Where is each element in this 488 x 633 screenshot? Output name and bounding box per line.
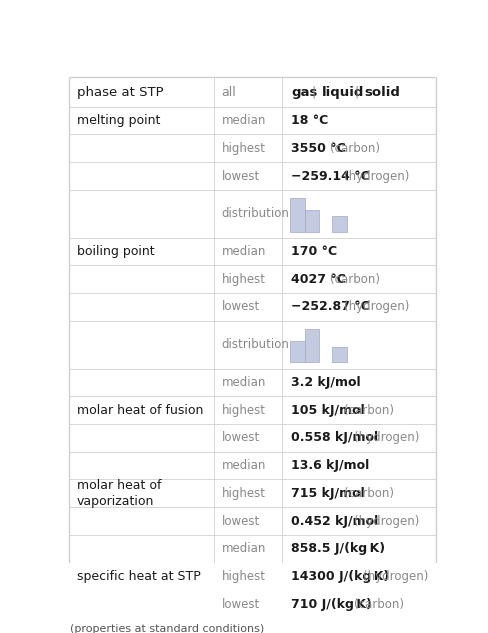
Text: vaporization: vaporization	[77, 494, 154, 508]
Text: 0.558 kJ/mol: 0.558 kJ/mol	[291, 431, 378, 444]
Text: median: median	[221, 376, 265, 389]
Text: distribution: distribution	[221, 338, 289, 351]
Text: phase at STP: phase at STP	[77, 85, 163, 99]
Text: 18 °C: 18 °C	[291, 114, 328, 127]
Text: (hydrogen): (hydrogen)	[353, 431, 418, 444]
Text: 14300 J/(kg K): 14300 J/(kg K)	[291, 570, 388, 583]
Text: lowest: lowest	[221, 301, 260, 313]
Text: lowest: lowest	[221, 431, 260, 444]
Text: molar heat of fusion: molar heat of fusion	[77, 404, 203, 417]
Text: all: all	[221, 85, 236, 99]
Text: (carbon): (carbon)	[343, 404, 393, 417]
Text: specific heat at STP: specific heat at STP	[77, 570, 200, 583]
Text: 3.2 kJ/mol: 3.2 kJ/mol	[291, 376, 360, 389]
Text: 13.6 kJ/mol: 13.6 kJ/mol	[291, 459, 369, 472]
Text: median: median	[221, 542, 265, 555]
Text: highest: highest	[221, 404, 265, 417]
Text: |: |	[311, 85, 315, 99]
Text: 4027 °C: 4027 °C	[291, 273, 346, 285]
Bar	[304, 329, 319, 363]
Text: −252.87 °C: −252.87 °C	[291, 301, 369, 313]
Text: highest: highest	[221, 273, 265, 285]
Text: distribution: distribution	[221, 207, 289, 220]
Bar	[304, 211, 319, 232]
Text: (hydrogen): (hydrogen)	[343, 301, 408, 313]
Bar	[289, 197, 304, 232]
Text: liquid: liquid	[321, 85, 363, 99]
Text: median: median	[221, 114, 265, 127]
Bar	[289, 341, 304, 363]
Text: highest: highest	[221, 142, 265, 155]
Text: (hydrogen): (hydrogen)	[363, 570, 427, 583]
Text: lowest: lowest	[221, 598, 260, 611]
Text: lowest: lowest	[221, 515, 260, 527]
Text: |: |	[353, 85, 358, 99]
Text: 0.452 kJ/mol: 0.452 kJ/mol	[291, 515, 378, 527]
Text: molar heat of: molar heat of	[77, 479, 161, 492]
Text: (carbon): (carbon)	[343, 487, 393, 500]
Bar	[332, 216, 346, 232]
Text: highest: highest	[221, 570, 265, 583]
Text: (properties at standard conditions): (properties at standard conditions)	[70, 624, 264, 633]
Bar	[332, 347, 346, 363]
Text: lowest: lowest	[221, 170, 260, 182]
Text: median: median	[221, 459, 265, 472]
Text: −259.14 °C: −259.14 °C	[291, 170, 369, 182]
Text: (hydrogen): (hydrogen)	[353, 515, 418, 527]
Text: (hydrogen): (hydrogen)	[343, 170, 408, 182]
Text: (carbon): (carbon)	[353, 598, 403, 611]
Text: gas: gas	[291, 85, 317, 99]
Text: melting point: melting point	[77, 114, 160, 127]
Text: 105 kJ/mol: 105 kJ/mol	[291, 404, 364, 417]
Text: boiling point: boiling point	[77, 245, 154, 258]
Text: median: median	[221, 245, 265, 258]
Text: solid: solid	[364, 85, 399, 99]
Text: 3550 °C: 3550 °C	[291, 142, 346, 155]
Text: 170 °C: 170 °C	[291, 245, 337, 258]
Text: (carbon): (carbon)	[329, 142, 379, 155]
Text: 858.5 J/(kg K): 858.5 J/(kg K)	[291, 542, 385, 555]
Text: (carbon): (carbon)	[329, 273, 379, 285]
Text: 710 J/(kg K): 710 J/(kg K)	[291, 598, 371, 611]
Text: 715 kJ/mol: 715 kJ/mol	[291, 487, 364, 500]
Text: highest: highest	[221, 487, 265, 500]
